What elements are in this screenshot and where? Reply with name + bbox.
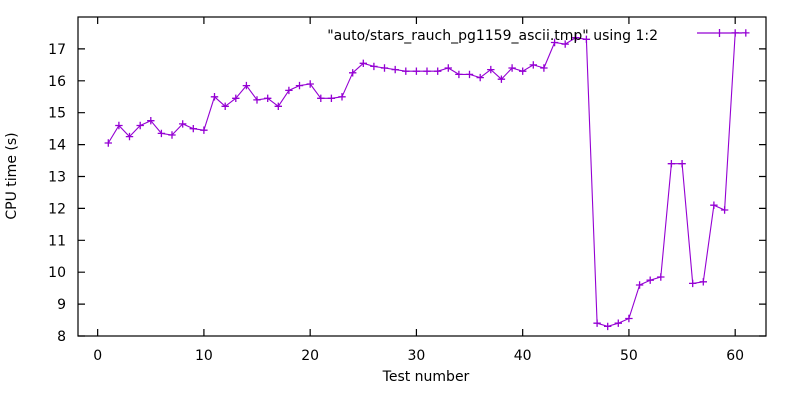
y-tick-label: 13 [48, 170, 66, 186]
y-tick-label: 10 [48, 265, 66, 281]
x-axis-label: Test number [382, 369, 470, 385]
legend-label: "auto/stars_rauch_pg1159_ascii.tmp" usin… [327, 28, 658, 44]
y-tick-label: 11 [48, 233, 66, 249]
y-axis-label: CPU time (s) [4, 132, 20, 219]
y-tick-label: 8 [57, 329, 66, 345]
x-tick-label: 20 [301, 348, 319, 364]
y-tick-label: 12 [48, 201, 66, 217]
y-tick-label: 14 [48, 138, 66, 154]
y-tick-label: 15 [48, 106, 66, 122]
x-tick-label: 60 [726, 348, 744, 364]
axis-ticks [78, 17, 766, 337]
y-tick-label: 16 [48, 74, 66, 90]
chart-layer: 0 10 20 30 40 50 60 8 9 10 11 12 13 14 15 16 17 [48, 16, 767, 364]
x-tick-label: 30 [408, 348, 426, 364]
y-tick-label: 9 [57, 297, 66, 313]
x-tick-label: 40 [514, 348, 532, 364]
data-markers [104, 29, 750, 331]
x-tick-label: 10 [195, 348, 213, 364]
x-tick-label: 50 [620, 348, 638, 364]
plot-border [77, 16, 767, 337]
x-tick-label: 0 [93, 348, 102, 364]
y-tick-label: 17 [48, 42, 66, 58]
